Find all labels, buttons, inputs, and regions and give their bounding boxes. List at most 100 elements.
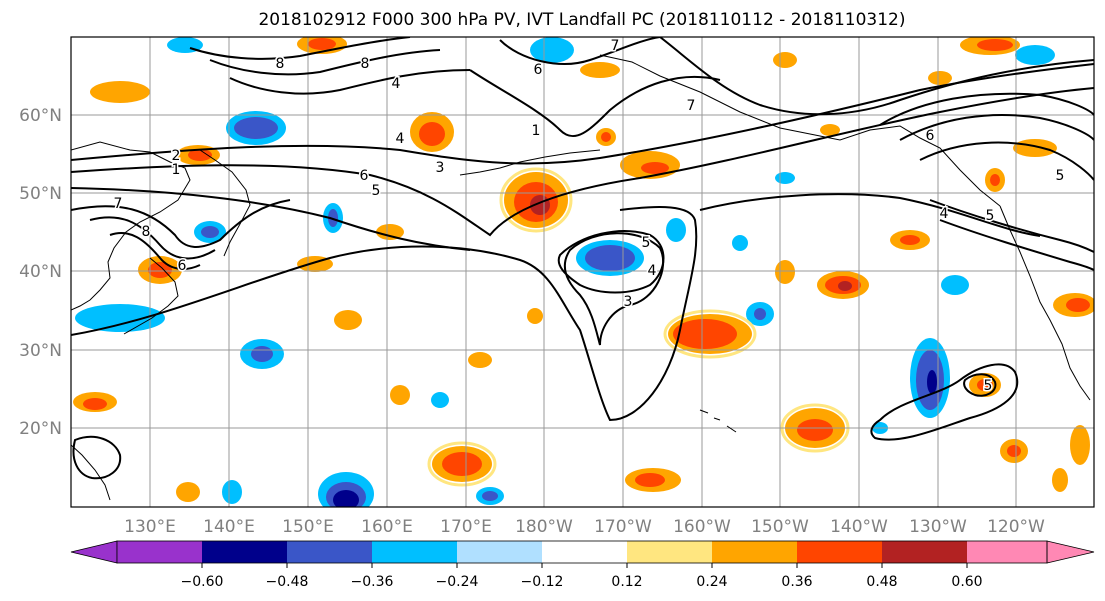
pos-blob [432,446,492,482]
neg-blob [941,275,969,295]
lon-tick-label: 170°W [594,517,652,537]
pos-blob [960,37,1020,55]
coastline-alaska [599,54,1001,207]
pos-blob [580,62,620,78]
contour-label: 8 [361,56,370,72]
positive-anomaly-fills [73,37,1094,502]
colorbar-segment [372,541,457,563]
contour-label: 4 [396,131,405,147]
neg-blob [226,111,286,145]
colorbar-label: −0.12 [521,574,564,590]
pos-blob [390,385,410,405]
colorbar-segment [457,541,542,563]
colorbar-segment [797,541,882,563]
figure-title: 2018102912 F000 300 hPa PV, IVT Landfall… [258,10,905,30]
contour-label: 8 [276,56,285,72]
pos-blob [1053,293,1094,317]
aleutian-chain [459,149,601,176]
contour-line [72,435,122,480]
contour-line [659,37,1094,116]
contour-line [189,37,411,60]
colorbar-label: 0.60 [951,574,982,590]
coastline-kamchatka [199,149,251,257]
lat-tick-label: 40°N [19,262,62,282]
contour-label: 5 [984,378,993,394]
pos-blob [890,230,930,250]
colorbar-segment [287,541,372,563]
pos-blob [468,352,492,368]
contour-label: 7 [114,196,123,212]
contour-line [929,199,1094,253]
pos-blob [527,308,543,324]
pos-blob [625,468,681,492]
pos-blob [410,112,454,152]
contour-label: 6 [926,128,935,144]
colorbar-frame [116,540,1048,564]
pos-blob [1013,139,1057,157]
neg-blob [476,487,504,505]
colorbar-label: 0.24 [696,574,727,590]
neg-blob [431,392,449,408]
pv-contours [71,37,1094,480]
colorbar-segment [627,541,712,563]
contour-label: 8 [142,224,151,240]
neg-blob [746,302,774,326]
pos-blob [1052,468,1068,492]
contour-label: 3 [436,160,445,176]
pos-blob [176,482,200,502]
contour-line [109,232,201,271]
neg-blob [318,472,374,507]
contour-line [879,92,1094,126]
colorbar-segment [542,541,627,563]
neg-blob [75,304,165,332]
colorbar-segment [202,541,287,563]
pos-blob [985,168,1005,192]
pos-blob [334,310,362,330]
colorbar-segment [712,541,797,563]
neg-blob [732,235,748,251]
map-frame [70,36,1095,508]
lat-tick-label: 30°N [19,341,62,361]
pos-blob [1000,439,1028,463]
pos-blob [817,271,869,299]
lon-tick-label: 130°E [124,517,176,537]
neg-blob [240,339,284,369]
lon-tick-label: 130°W [909,517,967,537]
colorbar-labels: −0.60 −0.48 −0.36 −0.24 −0.12 0.12 0.24 … [181,574,983,590]
lon-tick-label: 180°W [515,517,573,537]
contour-line [557,230,665,294]
neg-blob [1015,45,1055,65]
pos-blob [928,71,952,85]
contour-line [469,69,721,137]
pos-blob [138,256,182,284]
contour-label: 6 [360,168,369,184]
lon-tick-label: 170°E [440,517,492,537]
lon-tick-label: 150°E [282,517,334,537]
coastline-japan [123,257,179,335]
pos-blob [668,314,752,354]
pos-blob [773,52,797,68]
contour-label: 3 [624,294,633,310]
lat-tick-labels: 60°N 50°N 40°N 30°N 20°N [19,106,62,439]
contour-line [939,219,1094,271]
contour-line [563,232,665,346]
contour-line [89,216,216,260]
pos-blob [376,224,404,240]
map-panel: 8 4 8 7 1 6 7 4 5 3 2 1 8 6 5 6 5 4 3 7 … [71,37,1094,507]
pos-blob [620,151,680,179]
negative-anomaly-fills [75,37,1055,507]
colorbar-ticks [201,563,968,568]
coastline-philippines [71,444,111,501]
contour-label: 6 [534,62,543,78]
pos-blob [1070,425,1090,465]
lon-tick-label: 120°W [987,517,1045,537]
contour-label: 7 [611,38,620,54]
colorbar: −0.60 −0.48 −0.36 −0.24 −0.12 0.12 0.24 … [70,540,1095,590]
lat-tick-label: 20°N [19,419,62,439]
neg-blob [775,172,795,184]
contour-line [209,49,441,76]
neg-blob [666,218,686,242]
pos-blob [73,392,117,412]
contour-label: 4 [940,206,949,222]
